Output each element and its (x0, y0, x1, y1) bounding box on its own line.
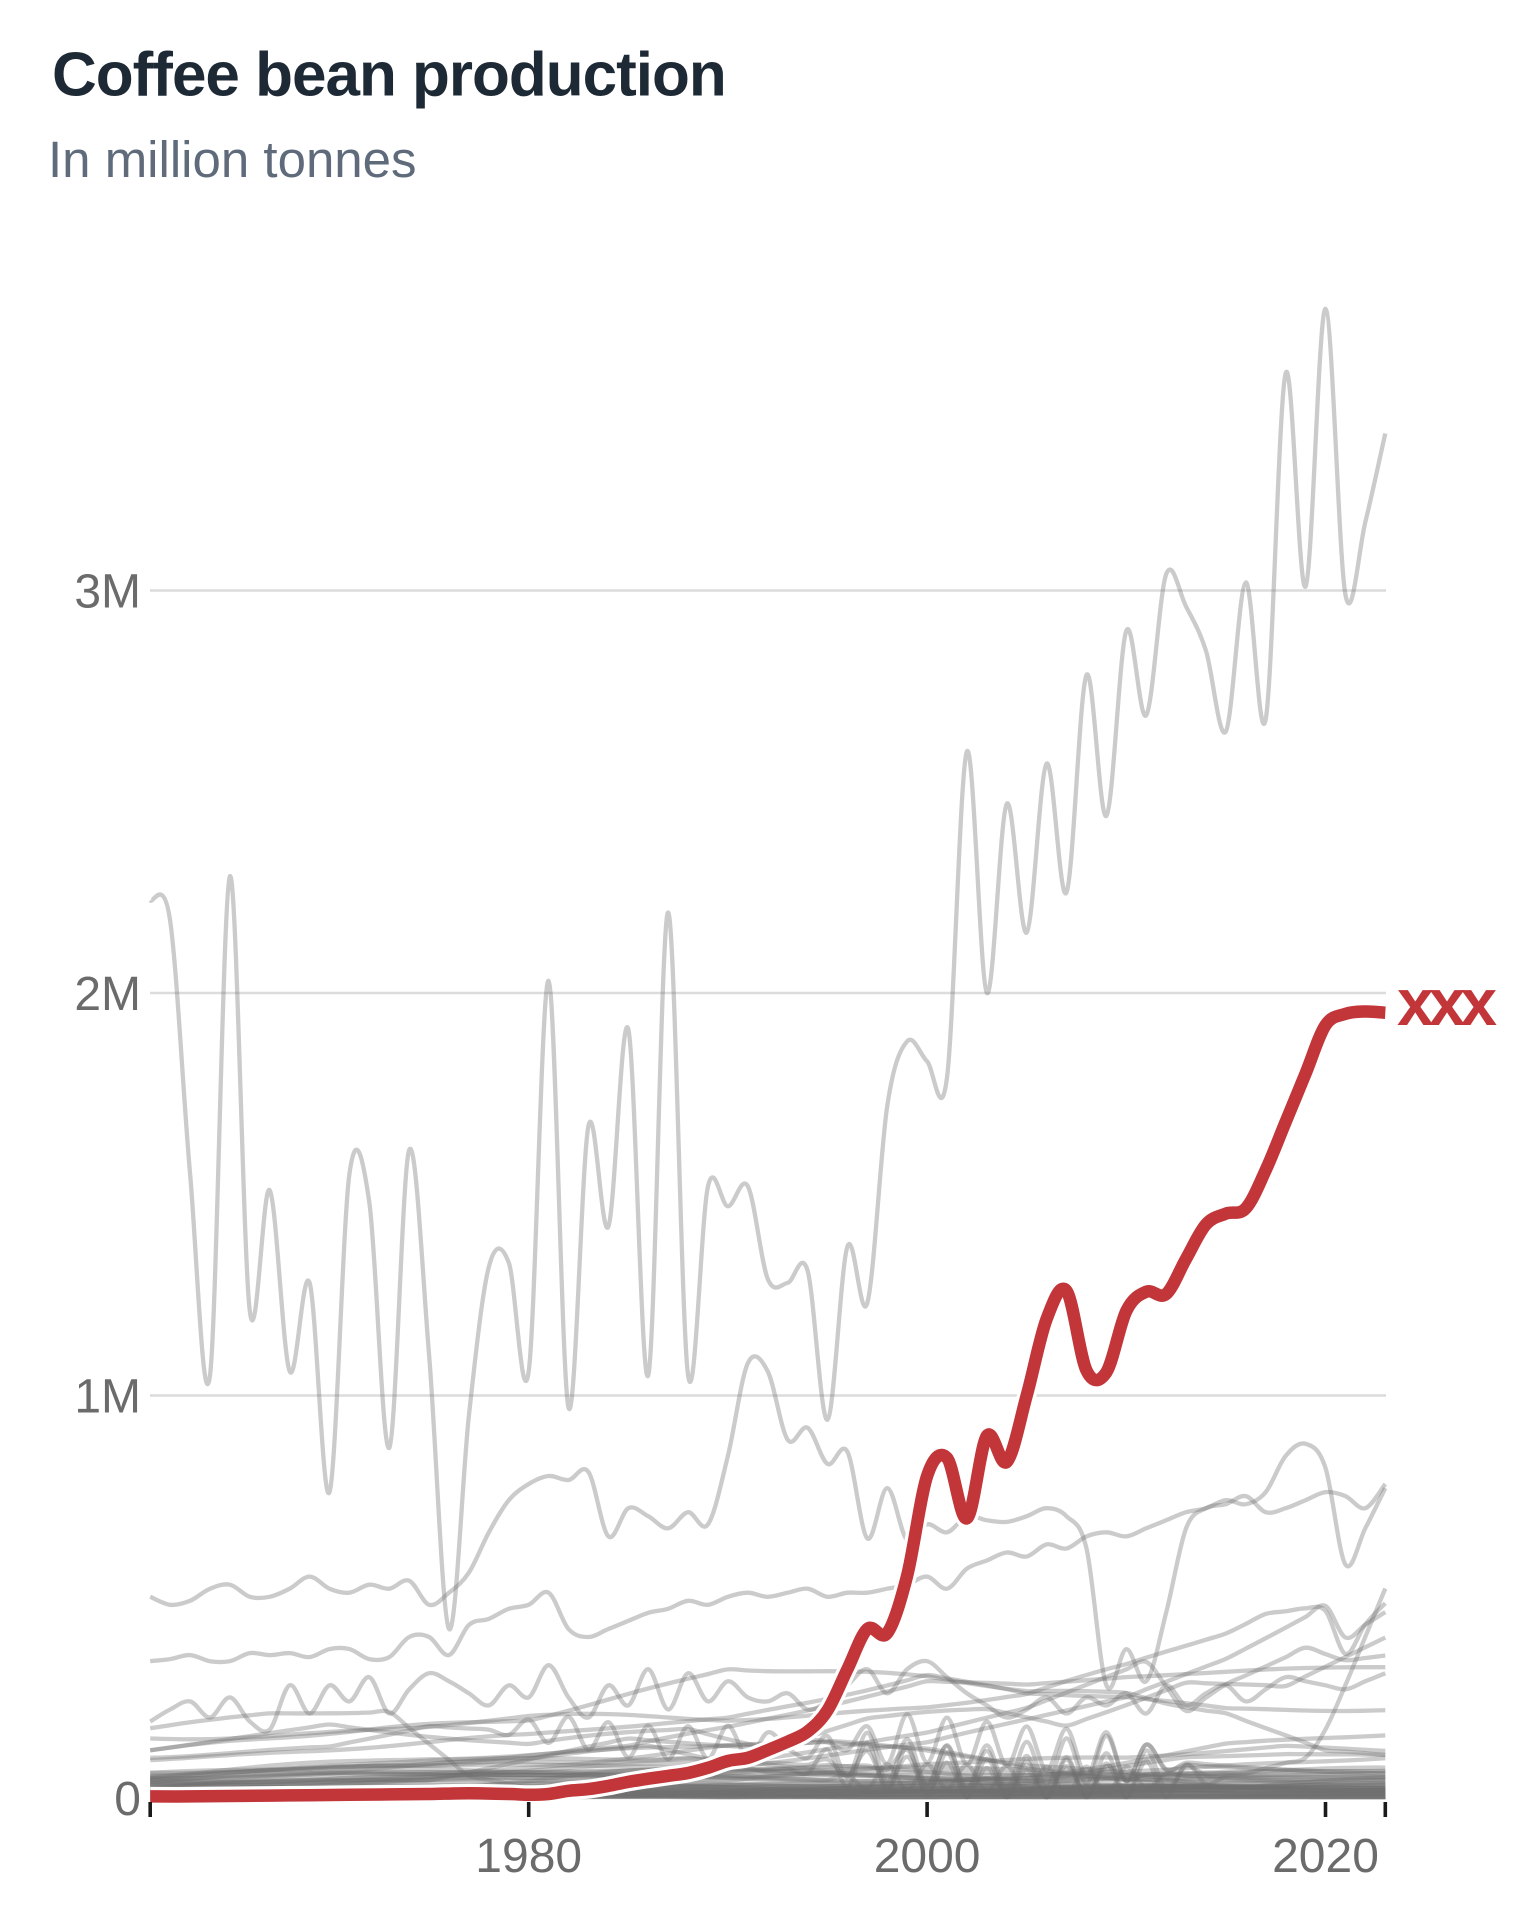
svg-text:3M: 3M (74, 566, 141, 619)
svg-text:In million tonnes: In million tonnes (48, 131, 417, 188)
svg-text:Coffee bean production: Coffee bean production (52, 41, 726, 110)
svg-text:xxx: xxx (1397, 965, 1497, 1039)
svg-text:1M: 1M (74, 1371, 141, 1424)
svg-text:2000: 2000 (874, 1830, 981, 1883)
svg-text:2020: 2020 (1272, 1830, 1379, 1883)
svg-text:2M: 2M (74, 968, 141, 1021)
svg-text:1980: 1980 (475, 1830, 582, 1883)
svg-text:0: 0 (114, 1773, 141, 1826)
